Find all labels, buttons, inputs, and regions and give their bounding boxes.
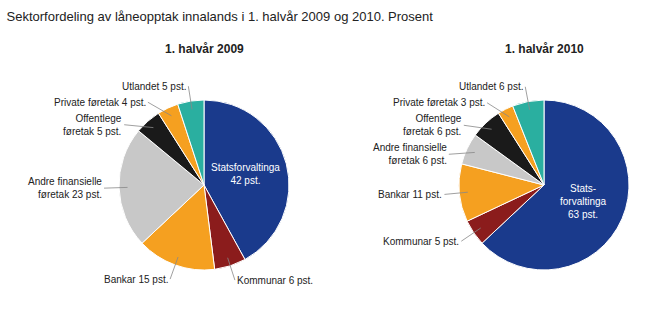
svg-text:Private føretak 4 pst.: Private føretak 4 pst. bbox=[54, 97, 146, 108]
svg-text:Bankar 11 pst.: Bankar 11 pst. bbox=[378, 189, 442, 200]
svg-text:1. halvår 2010: 1. halvår 2010 bbox=[505, 42, 584, 56]
svg-text:Kommunar 6 pst.: Kommunar 6 pst. bbox=[237, 275, 313, 286]
svg-text:Private føretak 3 pst.: Private føretak 3 pst. bbox=[393, 97, 485, 108]
svg-text:Kommunar 5 pst.: Kommunar 5 pst. bbox=[383, 236, 459, 247]
svg-text:Sektorfordeling av låneopptak: Sektorfordeling av låneopptak innalands … bbox=[7, 9, 434, 24]
svg-text:Bankar 15 pst.: Bankar 15 pst. bbox=[104, 274, 168, 285]
svg-text:Andre finansielleføretak 23 ps: Andre finansielleføretak 23 pst. bbox=[28, 176, 102, 200]
svg-text:1. halvår 2009: 1. halvår 2009 bbox=[165, 42, 244, 56]
svg-text:Statsforvaltinga42 pst.: Statsforvaltinga42 pst. bbox=[211, 162, 280, 186]
svg-text:Utlandet 6 pst.: Utlandet 6 pst. bbox=[459, 81, 523, 92]
svg-text:Offentlegeføretak 5 pst.: Offentlegeføretak 5 pst. bbox=[63, 113, 122, 137]
svg-text:Andre finansielleføretak 6 pst: Andre finansielleføretak 6 pst. bbox=[373, 142, 447, 166]
svg-text:Stats-forvaltinga63 pst.: Stats-forvaltinga63 pst. bbox=[560, 183, 607, 220]
svg-text:Offentlegeføretak 6 pst.: Offentlegeføretak 6 pst. bbox=[403, 113, 462, 137]
svg-text:Utlandet 5 pst.: Utlandet 5 pst. bbox=[122, 81, 186, 92]
